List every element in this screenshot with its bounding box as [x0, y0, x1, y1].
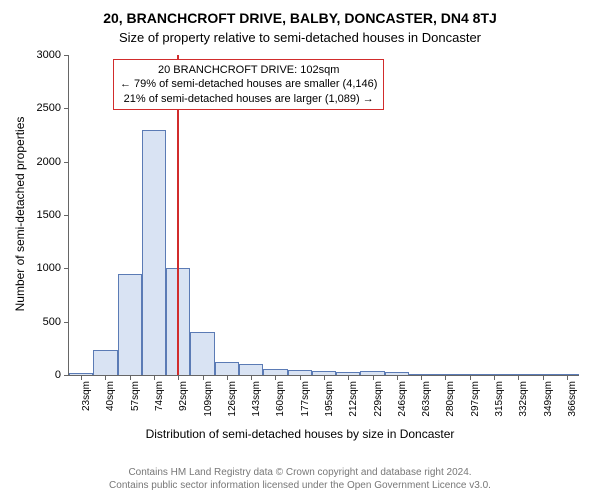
histogram-bar — [336, 372, 360, 375]
histogram-bar — [506, 374, 530, 375]
xtick-label: 212sqm — [348, 381, 359, 417]
histogram-bar — [69, 373, 93, 375]
xtick-line — [373, 375, 374, 380]
histogram-bar — [482, 374, 506, 375]
ytick-label: 1500 — [37, 209, 61, 221]
histogram-bar — [433, 374, 457, 375]
xtick-label: 332sqm — [518, 381, 529, 417]
histogram-bar — [239, 364, 263, 375]
xtick-line — [81, 375, 82, 380]
xtick-line — [130, 375, 131, 380]
page-title: 20, BRANCHCROFT DRIVE, BALBY, DONCASTER,… — [0, 0, 600, 26]
histogram-bar — [555, 374, 579, 375]
xtick-label: 143sqm — [251, 381, 262, 417]
page-subtitle: Size of property relative to semi-detach… — [0, 26, 600, 45]
xtick-line — [397, 375, 398, 380]
ytick-line — [64, 375, 69, 376]
histogram-bar — [190, 332, 214, 375]
xtick-line — [518, 375, 519, 380]
ytick-line — [64, 108, 69, 109]
xtick-line — [543, 375, 544, 380]
xtick-line — [227, 375, 228, 380]
histogram-bar — [385, 372, 409, 375]
ytick-line — [64, 215, 69, 216]
histogram-bar — [312, 371, 336, 375]
histogram-bar — [215, 362, 239, 375]
xtick-line — [105, 375, 106, 380]
xtick-label: 109sqm — [203, 381, 214, 417]
xtick-label: 315sqm — [494, 381, 505, 417]
xtick-label: 23sqm — [81, 381, 92, 411]
xtick-line — [567, 375, 568, 380]
xtick-line — [348, 375, 349, 380]
histogram-bar — [409, 374, 433, 375]
xtick-line — [324, 375, 325, 380]
histogram-bar — [93, 350, 117, 375]
xtick-line — [275, 375, 276, 380]
x-axis-label: Distribution of semi-detached houses by … — [0, 427, 600, 441]
xtick-label: 160sqm — [275, 381, 286, 417]
histogram-bar — [530, 374, 554, 375]
xtick-line — [300, 375, 301, 380]
footer: Contains HM Land Registry data © Crown c… — [0, 466, 600, 492]
histogram-bar — [360, 371, 384, 375]
xtick-line — [445, 375, 446, 380]
xtick-label: 57sqm — [130, 381, 141, 411]
y-axis-label: Number of semi-detached properties — [13, 114, 27, 314]
ytick-label: 2000 — [37, 156, 61, 168]
histogram-plot: 05001000150020002500300023sqm40sqm57sqm7… — [68, 55, 579, 376]
xtick-label: 246sqm — [397, 381, 408, 417]
xtick-label: 229sqm — [373, 381, 384, 417]
ytick-label: 0 — [55, 369, 61, 381]
xtick-label: 177sqm — [300, 381, 311, 417]
info-line-2: ← 79% of semi-detached houses are smalle… — [120, 77, 377, 91]
ytick-line — [64, 322, 69, 323]
info-line-3: 21% of semi-detached houses are larger (… — [120, 92, 377, 106]
xtick-line — [154, 375, 155, 380]
histogram-bar — [142, 130, 166, 375]
xtick-line — [421, 375, 422, 380]
histogram-bar — [458, 374, 482, 375]
xtick-line — [470, 375, 471, 380]
xtick-label: 126sqm — [227, 381, 238, 417]
xtick-label: 366sqm — [567, 381, 578, 417]
ytick-line — [64, 268, 69, 269]
xtick-line — [251, 375, 252, 380]
ytick-label: 3000 — [37, 49, 61, 61]
marker-info-box: 20 BRANCHCROFT DRIVE: 102sqm← 79% of sem… — [113, 59, 384, 110]
xtick-line — [203, 375, 204, 380]
ytick-label: 2500 — [37, 102, 61, 114]
histogram-bar — [118, 274, 142, 375]
xtick-label: 92sqm — [178, 381, 189, 411]
xtick-label: 280sqm — [445, 381, 456, 417]
xtick-label: 263sqm — [421, 381, 432, 417]
ytick-line — [64, 55, 69, 56]
xtick-label: 74sqm — [154, 381, 165, 411]
info-line-1: 20 BRANCHCROFT DRIVE: 102sqm — [120, 63, 377, 77]
xtick-label: 195sqm — [324, 381, 335, 417]
ytick-line — [64, 162, 69, 163]
xtick-label: 40sqm — [105, 381, 116, 411]
footer-line-1: Contains HM Land Registry data © Crown c… — [0, 466, 600, 479]
ytick-label: 1000 — [37, 262, 61, 274]
footer-line-2: Contains public sector information licen… — [0, 479, 600, 492]
xtick-line — [178, 375, 179, 380]
histogram-bar — [263, 369, 287, 375]
histogram-bar — [288, 370, 312, 375]
xtick-line — [494, 375, 495, 380]
ytick-label: 500 — [43, 316, 61, 328]
xtick-label: 349sqm — [543, 381, 554, 417]
xtick-label: 297sqm — [470, 381, 481, 417]
